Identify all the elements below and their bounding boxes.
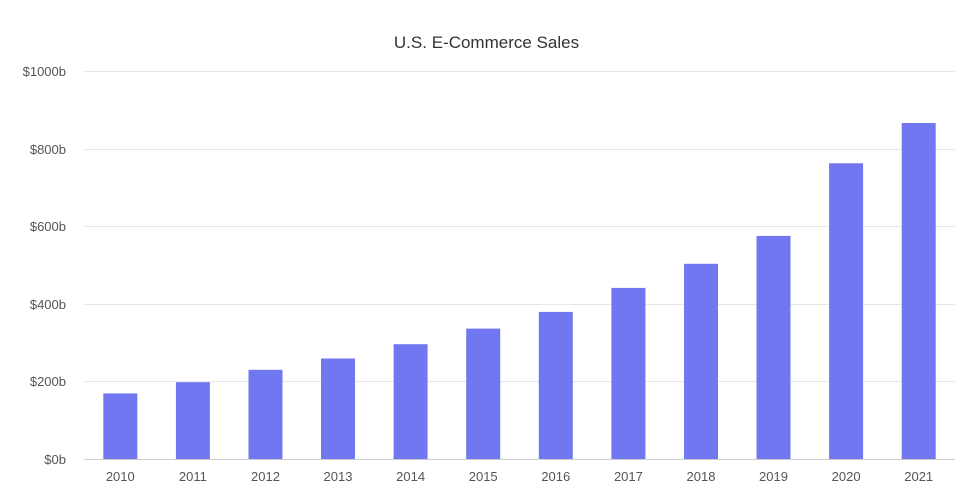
bar-2019[interactable] [756, 235, 791, 459]
chart-title: U.S. E-Commerce Sales [394, 33, 579, 52]
x-tick-label: 2019 [759, 469, 788, 484]
y-tick-label: $600b [30, 219, 66, 234]
bar-2016[interactable] [538, 311, 573, 459]
x-tick-label: 2011 [179, 469, 207, 484]
x-tick-label: 2014 [396, 469, 425, 484]
bar-2010[interactable] [103, 393, 138, 459]
y-tick-label: $200b [30, 374, 66, 389]
bar-2017[interactable] [611, 287, 646, 459]
x-tick-label: 2017 [614, 469, 643, 484]
x-tick-label: 2016 [541, 469, 570, 484]
bar-2020[interactable] [829, 163, 864, 460]
bars [103, 123, 936, 460]
bar-2013[interactable] [321, 358, 355, 460]
y-tick-label: $0b [44, 452, 66, 467]
y-tick-label: $1000b [23, 64, 66, 79]
x-tick-label: 2021 [904, 469, 933, 484]
y-tick-label: $400b [30, 297, 66, 312]
x-tick-label: 2015 [469, 469, 498, 484]
x-tick-label: 2018 [687, 469, 716, 484]
bar-2014[interactable] [393, 344, 428, 459]
bar-2021[interactable] [901, 123, 936, 459]
bar-2018[interactable] [684, 263, 718, 459]
y-tick-label: $800b [30, 142, 66, 157]
bar-2012[interactable] [248, 369, 283, 459]
x-tick-label: 2020 [832, 469, 861, 484]
bar-2015[interactable] [466, 328, 501, 459]
y-axis-tick-labels: $0b $200b $400b $600b $800b $1000b [23, 64, 66, 467]
x-tick-label: 2012 [251, 469, 280, 484]
x-tick-label: 2013 [324, 469, 353, 484]
x-tick-label: 2010 [106, 469, 135, 484]
bar-2011[interactable] [175, 382, 210, 459]
x-axis-tick-labels: 2010 2011 2012 2013 2014 2015 2016 2017 2018 2019… [106, 469, 933, 484]
grid-lines [84, 71, 955, 460]
